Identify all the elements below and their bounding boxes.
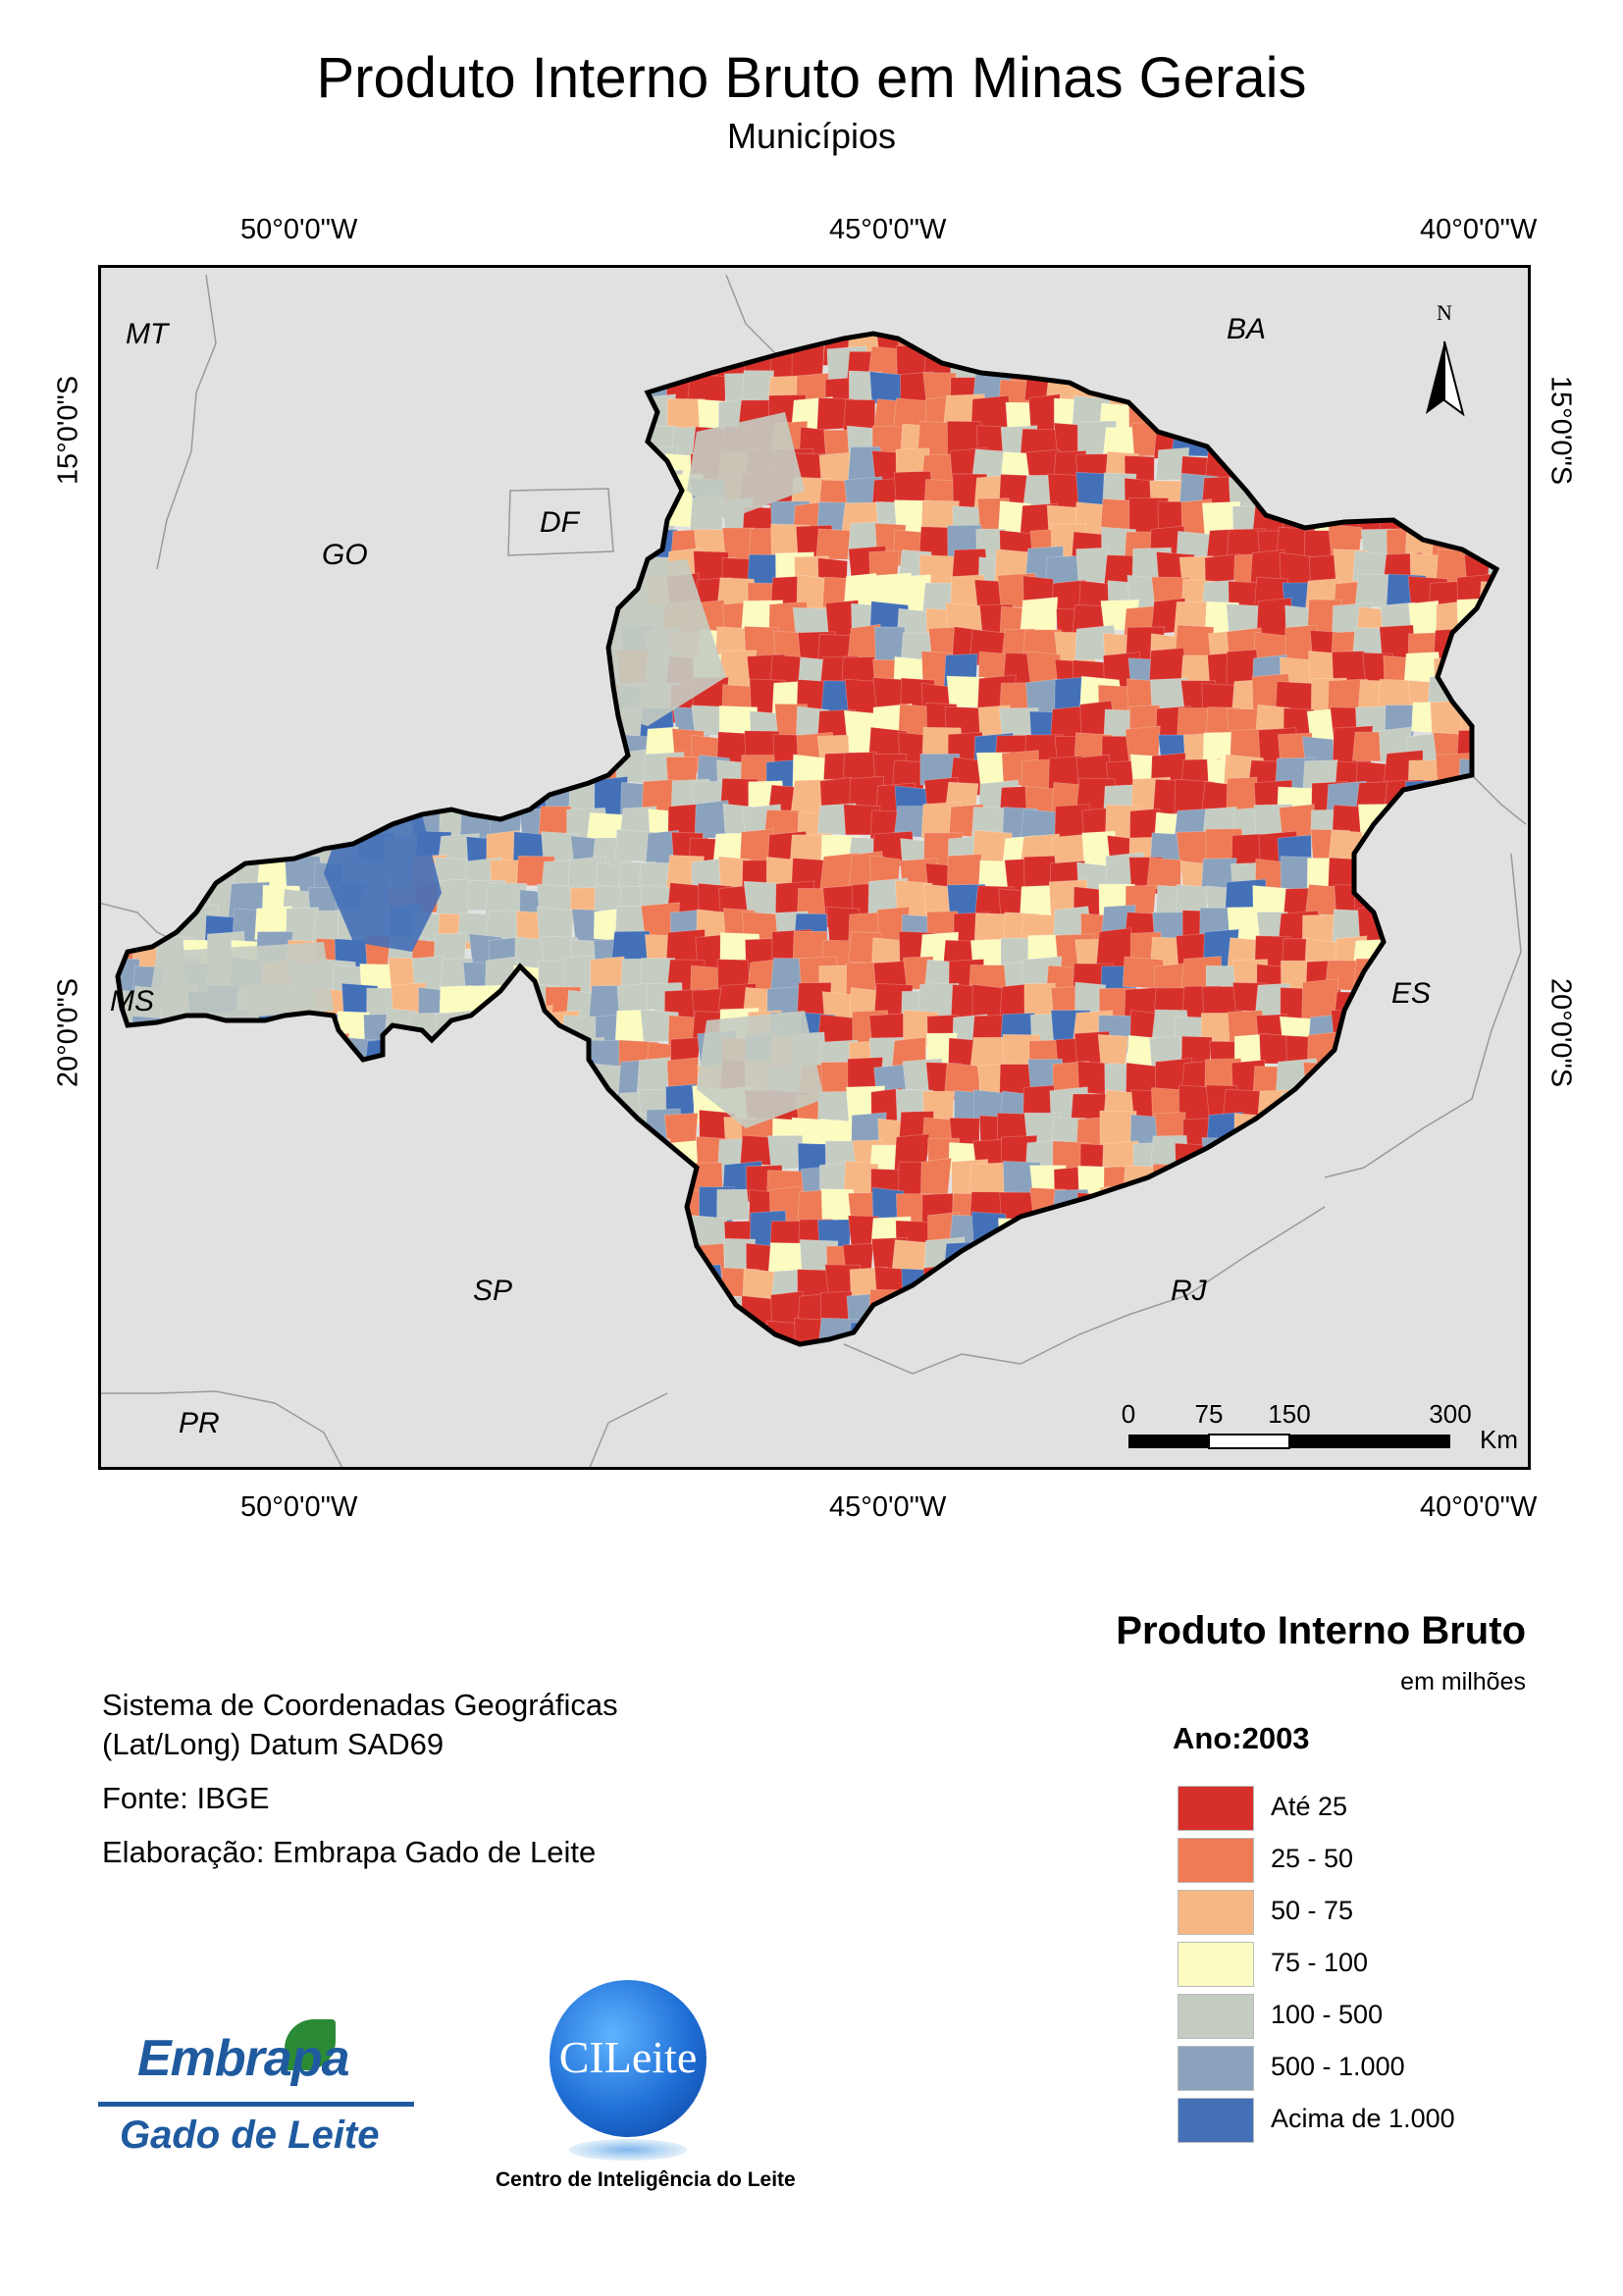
coord-system-line1: Sistema de Coordenadas Geográficas: [102, 1688, 618, 1722]
legend-label: Até 25: [1271, 1792, 1348, 1821]
cileite-caption: Centro de Inteligência do Leite: [496, 2168, 796, 2191]
state-label-go: GO: [322, 539, 368, 571]
embrapa-rule: [98, 2102, 414, 2107]
legend-swatch: [1178, 1942, 1254, 1987]
cileite-badge-text: CILeite: [558, 2032, 698, 2082]
north-arrow-letter: N: [1437, 300, 1452, 325]
municipality-cluster: [147, 942, 334, 1020]
legend-swatch: [1178, 1994, 1254, 2039]
legend-label: 500 - 1.000: [1271, 2052, 1405, 2081]
municipality: [1146, 857, 1182, 890]
embrapa-wordmark: Embrapa: [137, 2030, 350, 2087]
municipality: [1075, 547, 1109, 584]
embrapa-logo: Embrapa Gado de Leite: [98, 2011, 422, 2198]
legend-units: em milhões: [1400, 1668, 1526, 1696]
lon-label-top-50w: 50°0'0"W: [240, 214, 358, 245]
state-boundary-ba-es: [1471, 774, 1527, 825]
lon-label-bottom-45w: 45°0'0"W: [829, 1491, 947, 1523]
legend-label: Acima de 1.000: [1271, 2104, 1455, 2133]
municipality: [919, 1157, 952, 1196]
state-boundary-es-rj: [1324, 853, 1522, 1178]
source-text: Fonte: IBGE: [102, 1781, 270, 1815]
state-boundary-df: [507, 488, 614, 556]
municipality: [716, 1188, 751, 1222]
legend-swatch: [1178, 2098, 1254, 2143]
map-title: Produto Interno Bruto em Minas Gerais: [316, 46, 1307, 110]
lon-label-top-45w: 45°0'0"W: [829, 214, 947, 245]
state-boundary-sp-pr-2: [588, 1392, 668, 1470]
state-label-rj: RJ: [1171, 1275, 1208, 1307]
legend-label: 100 - 500: [1271, 2000, 1384, 2029]
lat-label-right-20s: 20°0'0"S: [1544, 977, 1577, 1088]
legend-swatch: [1178, 1890, 1254, 1935]
state-label-es: ES: [1391, 977, 1431, 1010]
scale-tick-75: 75: [1195, 1399, 1224, 1429]
legend-label: 50 - 75: [1271, 1896, 1354, 1925]
municipality: [767, 1134, 804, 1172]
state-boundaries: [98, 274, 1527, 1470]
municipality: [1354, 573, 1392, 608]
scale-unit: Km: [1480, 1425, 1518, 1454]
cileite-logo: CILeite Centro de Inteligência do Leite: [491, 1972, 796, 2208]
embrapa-subtitle: Gado de Leite: [120, 2113, 380, 2157]
state-label-df: DF: [540, 506, 581, 539]
legend-title: Produto Interno Bruto: [1116, 1609, 1526, 1652]
legend-swatch: [1178, 1786, 1254, 1831]
state-label-mt: MT: [126, 318, 171, 350]
lon-label-bottom-50w: 50°0'0"W: [240, 1491, 358, 1523]
lat-label-left-15s: 15°0'0"S: [52, 375, 84, 486]
coord-system-line2: (Lat/Long) Datum SAD69: [102, 1727, 445, 1761]
state-label-ms: MS: [110, 985, 154, 1018]
scale-tick-300: 300: [1429, 1399, 1471, 1429]
legend-swatch: [1178, 2046, 1254, 2091]
state-label-ba: BA: [1227, 313, 1266, 345]
legend-label: 75 - 100: [1271, 1948, 1369, 1977]
legend-label: 25 - 50: [1271, 1844, 1354, 1873]
lat-label-left-20s: 20°0'0"S: [52, 977, 84, 1088]
state-label-sp: SP: [473, 1275, 512, 1307]
scale-tick-0: 0: [1122, 1399, 1135, 1429]
lat-label-right-15s: 15°0'0"S: [1544, 375, 1577, 486]
credit-text: Elaboração: Embrapa Gado de Leite: [102, 1835, 597, 1869]
lon-label-bottom-40w: 40°0'0"W: [1420, 1491, 1538, 1523]
cileite-shadow: [569, 2139, 687, 2161]
lon-label-top-40w: 40°0'0"W: [1420, 214, 1538, 245]
scale-tick-150: 150: [1268, 1399, 1310, 1429]
state-label-pr: PR: [179, 1407, 220, 1439]
state-boundary-sp-rj: [843, 1206, 1326, 1375]
legend-swatch: [1178, 1838, 1254, 1883]
state-boundary-mt-go: [156, 274, 217, 570]
map-subtitle: Municípios: [726, 116, 897, 156]
map-frame: MT BA GO DF MS ES SP RJ PR N 0 75 150 30…: [98, 265, 1531, 1470]
state-boundary-sp-pr: [98, 1390, 344, 1470]
legend-year: Ano:2003: [1173, 1721, 1310, 1755]
